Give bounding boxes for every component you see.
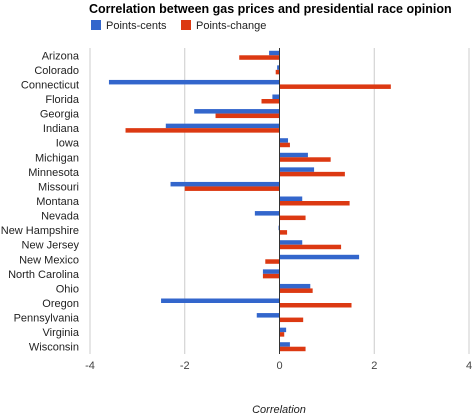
category-label-indiana: Indiana <box>43 123 80 135</box>
category-label-montana: Montana <box>36 196 80 208</box>
bar-points-change-colorado[interactable] <box>275 69 280 75</box>
x-tick-label: 0 <box>276 360 282 372</box>
bar-points-change-montana[interactable] <box>279 201 350 206</box>
legend: Points-cents Points-change <box>91 20 266 32</box>
bar-points-change-ohio[interactable] <box>279 288 313 293</box>
bar-points-cents-georgia[interactable] <box>194 109 280 114</box>
category-label-north-carolina: North Carolina <box>8 269 80 281</box>
x-axis-title: Correlation <box>252 404 306 416</box>
x-tick-label: 2 <box>371 360 377 372</box>
bar-points-change-missouri[interactable] <box>184 186 280 191</box>
bar-points-cents-new-jersey[interactable] <box>279 240 303 245</box>
legend-label-points-change: Points-change <box>196 20 266 32</box>
category-label-colorado: Colorado <box>34 65 79 77</box>
bar-points-cents-michigan[interactable] <box>279 152 308 158</box>
x-tick-label: -4 <box>85 360 95 372</box>
bar-points-change-indiana[interactable] <box>125 128 280 133</box>
category-label-wisconsin: Wisconsin <box>29 342 79 354</box>
bar-points-cents-nevada[interactable] <box>254 211 280 216</box>
x-tick-label: 4 <box>466 360 472 372</box>
legend-label-points-cents: Points-cents <box>106 20 167 32</box>
chart-title: Correlation between gas prices and presi… <box>89 2 452 16</box>
bar-points-cents-minnesota[interactable] <box>279 167 315 172</box>
bars <box>108 50 391 352</box>
legend-item-points-change[interactable]: Points-change <box>181 20 266 32</box>
category-label-new-hampshire: New Hampshire <box>1 225 79 237</box>
category-label-nevada: Nevada <box>41 211 80 223</box>
category-label-missouri: Missouri <box>38 181 79 193</box>
bar-points-change-georgia[interactable] <box>215 113 280 119</box>
bar-points-cents-missouri[interactable] <box>170 181 280 187</box>
legend-swatch-points-change <box>181 20 191 30</box>
category-labels: Arizona Colorado Connecticut Florida Georgia… <box>1 50 80 353</box>
bar-points-cents-new-mexico[interactable] <box>279 254 360 260</box>
category-label-iowa: Iowa <box>56 138 80 150</box>
bar-points-cents-montana[interactable] <box>279 196 303 202</box>
bar-points-cents-ohio[interactable] <box>279 283 311 289</box>
category-label-minnesota: Minnesota <box>28 167 80 179</box>
bar-points-change-new-jersey[interactable] <box>279 244 342 250</box>
bar-points-cents-indiana[interactable] <box>165 123 280 129</box>
bar-points-change-north-carolina[interactable] <box>262 273 280 279</box>
x-tick-label: -2 <box>180 360 190 372</box>
category-label-connecticut: Connecticut <box>21 79 79 91</box>
category-label-oregon: Oregon <box>42 298 79 310</box>
category-label-georgia: Georgia <box>40 109 80 121</box>
bar-points-change-florida[interactable] <box>261 99 280 104</box>
legend-swatch-points-cents <box>91 20 101 30</box>
bar-points-cents-virginia[interactable] <box>279 327 287 333</box>
bar-points-cents-arizona[interactable] <box>269 50 280 56</box>
category-label-new-jersey: New Jersey <box>22 240 80 252</box>
bar-points-cents-iowa[interactable] <box>279 138 289 143</box>
category-label-virginia: Virginia <box>43 327 80 339</box>
bar-points-change-virginia[interactable] <box>279 332 285 337</box>
category-label-arizona: Arizona <box>42 50 80 62</box>
bar-points-change-wisconsin[interactable] <box>279 346 306 352</box>
x-tick-labels: -4 -2 0 2 4 <box>85 360 472 372</box>
bar-points-change-pennsylvania[interactable] <box>279 317 304 323</box>
bar-points-change-new-mexico[interactable] <box>265 259 280 264</box>
category-label-new-mexico: New Mexico <box>19 254 79 266</box>
bar-points-change-oregon[interactable] <box>279 303 352 308</box>
bar-points-cents-oregon[interactable] <box>161 298 280 304</box>
bar-points-change-connecticut[interactable] <box>279 84 391 89</box>
category-label-pennsylvania: Pennsylvania <box>14 313 80 325</box>
bar-points-cents-pennsylvania[interactable] <box>256 313 280 318</box>
bar-points-change-nevada[interactable] <box>279 215 306 221</box>
category-label-michigan: Michigan <box>35 152 79 164</box>
bar-points-change-minnesota[interactable] <box>279 171 345 177</box>
category-label-florida: Florida <box>45 94 80 106</box>
bar-points-cents-north-carolina[interactable] <box>262 269 280 274</box>
category-label-ohio: Ohio <box>56 283 79 295</box>
bar-points-cents-florida[interactable] <box>272 94 280 100</box>
bar-points-change-iowa[interactable] <box>279 142 290 148</box>
bar-points-change-michigan[interactable] <box>279 157 331 162</box>
bar-points-change-new-hampshire[interactable] <box>279 230 288 235</box>
bar-points-change-arizona[interactable] <box>239 55 280 60</box>
legend-item-points-cents[interactable]: Points-cents <box>91 20 167 32</box>
bar-points-cents-wisconsin[interactable] <box>279 342 290 347</box>
bar-points-cents-colorado[interactable] <box>277 65 280 70</box>
bar-points-cents-connecticut[interactable] <box>108 79 280 85</box>
